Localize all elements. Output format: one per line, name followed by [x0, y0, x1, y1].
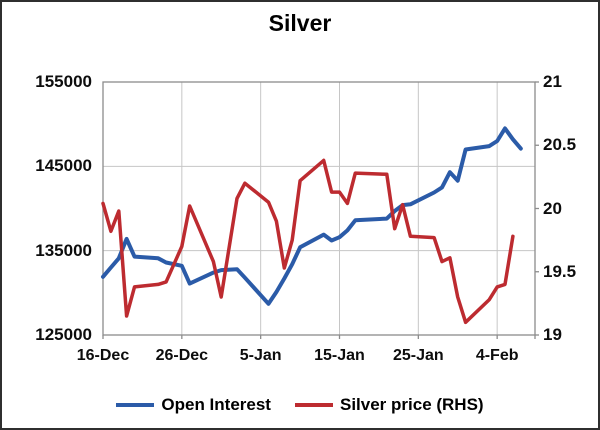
legend: Open Interest Silver price (RHS)	[2, 391, 598, 419]
legend-label-silver-price: Silver price (RHS)	[339, 395, 484, 414]
x-axis-label: 15-Jan	[314, 347, 365, 364]
x-axis-label: 5-Jan	[239, 347, 282, 364]
silver-price-rhs--line	[101, 158, 515, 325]
x-axis-label: 16-Dec	[76, 347, 130, 364]
y-axis-right-label: 19	[543, 325, 562, 344]
legend-label-open-interest: Open Interest	[161, 395, 271, 414]
y-axis-left-label: 135000	[35, 240, 92, 260]
legend-item-silver-price: Silver price (RHS)	[294, 395, 484, 415]
y-axis-left-label: 155000	[35, 72, 92, 91]
legend-item-open-interest: Open Interest	[116, 395, 271, 415]
y-axis-right-label: 20.5	[543, 135, 577, 155]
x-axis-label: 26-Dec	[155, 347, 209, 364]
x-axis-label: 4-Feb	[475, 347, 519, 364]
chart-title: Silver	[268, 10, 332, 36]
x-axis-label: 25-Jan	[392, 347, 444, 364]
open-interest-line	[101, 126, 523, 306]
plot-border	[102, 81, 536, 336]
y-axis-left-label: 125000	[35, 325, 92, 344]
y-axis-left-label: 145000	[35, 156, 92, 176]
open-interest-line-swatch	[116, 403, 155, 407]
y-axis-right-label: 19.5	[543, 261, 577, 281]
y-axis-right-label: 20	[543, 198, 562, 218]
silver-price-line-swatch	[294, 403, 333, 407]
y-axis-right-label: 21	[543, 72, 562, 91]
